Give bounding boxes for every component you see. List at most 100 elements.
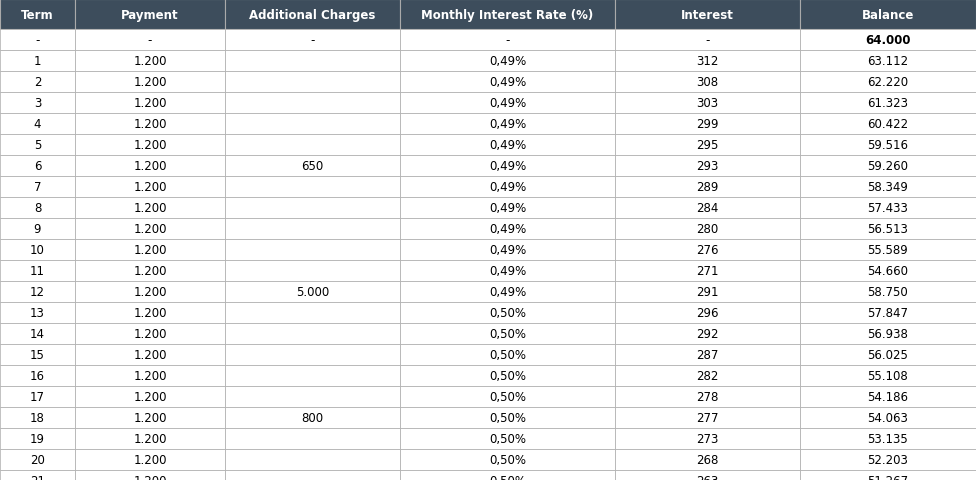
Bar: [800, 51, 976, 72]
Bar: [400, 30, 615, 51]
Bar: [0, 324, 75, 344]
Bar: [400, 218, 615, 240]
Bar: [800, 30, 976, 51]
Bar: [0, 114, 75, 135]
Text: 0,49%: 0,49%: [489, 264, 526, 277]
Text: 0,50%: 0,50%: [489, 369, 526, 382]
Text: 9: 9: [34, 223, 41, 236]
Text: 0,49%: 0,49%: [489, 180, 526, 193]
Text: 1.200: 1.200: [134, 243, 167, 256]
Bar: [225, 156, 400, 177]
Text: 291: 291: [696, 286, 718, 299]
Bar: [800, 365, 976, 386]
Bar: [400, 72, 615, 93]
Bar: [0, 302, 75, 324]
Text: 299: 299: [696, 118, 718, 131]
Bar: [75, 365, 225, 386]
Text: 10: 10: [30, 243, 45, 256]
Bar: [615, 344, 800, 365]
Bar: [225, 30, 400, 51]
Text: -: -: [706, 34, 710, 47]
Bar: [615, 449, 800, 470]
Text: 0,49%: 0,49%: [489, 202, 526, 215]
Bar: [75, 51, 225, 72]
Bar: [225, 470, 400, 480]
Text: 0,49%: 0,49%: [489, 286, 526, 299]
Text: 56.025: 56.025: [868, 348, 909, 361]
Text: 0,49%: 0,49%: [489, 97, 526, 110]
Bar: [615, 324, 800, 344]
Text: 63.112: 63.112: [868, 55, 909, 68]
Bar: [615, 93, 800, 114]
Bar: [0, 177, 75, 198]
Bar: [800, 218, 976, 240]
Text: 1.200: 1.200: [134, 180, 167, 193]
Text: 52.203: 52.203: [868, 453, 909, 466]
Bar: [800, 302, 976, 324]
Bar: [400, 114, 615, 135]
Bar: [615, 261, 800, 281]
Text: 61.323: 61.323: [868, 97, 909, 110]
Text: -: -: [310, 34, 314, 47]
Bar: [800, 135, 976, 156]
Text: Balance: Balance: [862, 9, 915, 22]
Text: 295: 295: [696, 139, 718, 152]
Text: 268: 268: [696, 453, 718, 466]
Text: 0,49%: 0,49%: [489, 76, 526, 89]
Bar: [75, 30, 225, 51]
Text: 64.000: 64.000: [866, 34, 911, 47]
Bar: [75, 449, 225, 470]
Bar: [615, 218, 800, 240]
Text: 3: 3: [34, 97, 41, 110]
Text: 1.200: 1.200: [134, 202, 167, 215]
Text: 0,49%: 0,49%: [489, 118, 526, 131]
Text: -: -: [147, 34, 152, 47]
Text: 1.200: 1.200: [134, 55, 167, 68]
Text: 289: 289: [696, 180, 718, 193]
Bar: [75, 386, 225, 407]
Text: 55.589: 55.589: [868, 243, 909, 256]
Text: 271: 271: [696, 264, 718, 277]
Text: 263: 263: [696, 474, 718, 480]
Bar: [75, 198, 225, 218]
Text: 62.220: 62.220: [868, 76, 909, 89]
Text: 51.267: 51.267: [868, 474, 909, 480]
Bar: [75, 407, 225, 428]
Bar: [0, 449, 75, 470]
Text: 19: 19: [30, 432, 45, 445]
Bar: [615, 407, 800, 428]
Bar: [400, 302, 615, 324]
Text: 273: 273: [696, 432, 718, 445]
Bar: [400, 0, 615, 30]
Bar: [225, 428, 400, 449]
Bar: [75, 218, 225, 240]
Bar: [0, 428, 75, 449]
Text: 0,50%: 0,50%: [489, 390, 526, 403]
Bar: [225, 344, 400, 365]
Bar: [225, 324, 400, 344]
Text: 11: 11: [30, 264, 45, 277]
Text: 1.200: 1.200: [134, 160, 167, 173]
Bar: [0, 344, 75, 365]
Text: 58.750: 58.750: [868, 286, 909, 299]
Text: 20: 20: [30, 453, 45, 466]
Text: 1.200: 1.200: [134, 432, 167, 445]
Bar: [615, 0, 800, 30]
Text: 293: 293: [696, 160, 718, 173]
Text: 1.200: 1.200: [134, 390, 167, 403]
Bar: [225, 0, 400, 30]
Bar: [0, 72, 75, 93]
Text: 0,50%: 0,50%: [489, 453, 526, 466]
Text: 0,50%: 0,50%: [489, 327, 526, 340]
Bar: [400, 407, 615, 428]
Bar: [615, 470, 800, 480]
Bar: [615, 365, 800, 386]
Text: 1.200: 1.200: [134, 369, 167, 382]
Text: 16: 16: [30, 369, 45, 382]
Bar: [225, 240, 400, 261]
Bar: [75, 93, 225, 114]
Bar: [615, 114, 800, 135]
Text: 292: 292: [696, 327, 718, 340]
Bar: [615, 240, 800, 261]
Text: 0,50%: 0,50%: [489, 306, 526, 319]
